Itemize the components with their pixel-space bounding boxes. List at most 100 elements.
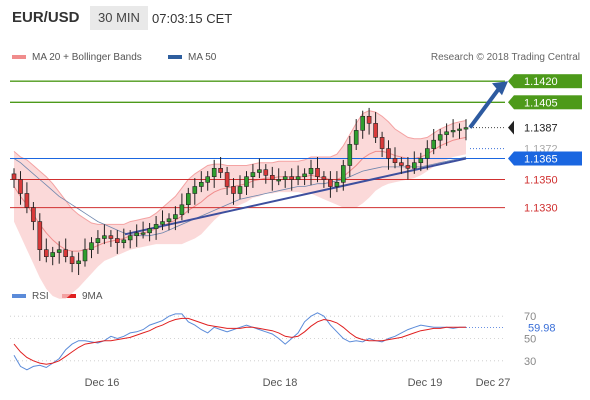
candle-body-0 <box>11 173 17 180</box>
candle-body-11 <box>82 249 88 262</box>
candle-body-25 <box>173 214 178 220</box>
candle-body-58 <box>386 148 391 159</box>
legend-ma50: MA 50 <box>168 52 216 63</box>
rsi-tick-70: 70 <box>524 311 536 323</box>
timestamp: 07:03:15 CET <box>152 11 233 26</box>
candle-body-41 <box>276 179 282 182</box>
price-tag-1-1405: 1.1405 <box>524 97 558 109</box>
candle-body-51 <box>340 165 346 183</box>
candle-body-60 <box>399 162 404 166</box>
price-tag-bg-1-1405 <box>514 95 582 110</box>
candle-body-38 <box>257 169 262 173</box>
candle-body-12 <box>89 242 94 250</box>
candle-body-14 <box>102 235 107 239</box>
candle-body-13 <box>95 238 101 243</box>
rsi-current-value: 59.98 <box>528 322 556 334</box>
candle-body-4 <box>37 221 43 251</box>
candle-body-56 <box>373 123 378 138</box>
candle-body-52 <box>347 144 353 166</box>
price-tag-bg-1-1350 <box>514 172 582 187</box>
rsi-label: RSI <box>32 291 49 302</box>
bollinger-band <box>14 110 466 299</box>
price-tag-bg-1-1420 <box>514 74 582 89</box>
price-tag-pointer-1-1387 <box>508 120 514 135</box>
candle-body-68 <box>450 130 456 133</box>
candle-body-6 <box>50 252 56 257</box>
rsi-line <box>13 312 466 371</box>
candle-body-8 <box>63 249 69 257</box>
x-tick-label-1: Dec 18 <box>263 377 298 389</box>
candle-body-66 <box>437 134 443 141</box>
candle-body-27 <box>186 193 191 205</box>
candle-body-64 <box>424 148 430 159</box>
ma50-swatch <box>168 55 182 60</box>
research-credit: Research © 2018 Trading Central <box>430 52 580 63</box>
candle-body-28 <box>192 186 198 194</box>
candle-body-22 <box>153 224 159 229</box>
candle-body-33 <box>224 172 230 187</box>
ma20-label: MA 20 + Bollinger Bands <box>32 52 142 63</box>
bollinger-upper-line <box>13 110 467 225</box>
candle-body-31 <box>211 168 217 178</box>
candle-body-55 <box>366 116 372 124</box>
candle-body-47 <box>315 168 320 178</box>
candle-body-18 <box>127 235 133 241</box>
price-tag-1-1387: 1.1387 <box>524 123 558 135</box>
ma20-swatch <box>12 55 26 60</box>
candle-body-61 <box>405 165 411 169</box>
price-tag-bg-1-1365 <box>514 151 582 166</box>
candle-body-23 <box>160 221 165 225</box>
candle-body-2 <box>24 193 30 208</box>
candle-body-32 <box>218 168 223 173</box>
price-tag-pointer-1-1420 <box>508 74 514 89</box>
candle-body-15 <box>108 235 114 239</box>
candle-body-48 <box>321 176 327 180</box>
candle-body-36 <box>244 176 249 187</box>
instrument-pair[interactable]: EUR/USD <box>12 9 80 26</box>
candle-body-24 <box>166 218 172 222</box>
candle-body-54 <box>360 116 366 131</box>
candle-body-53 <box>353 130 359 145</box>
candle-body-17 <box>121 239 127 243</box>
candle-body-7 <box>56 249 62 253</box>
candle-body-1 <box>18 179 23 194</box>
legend-9ma: 9MA <box>62 291 103 302</box>
rsi-tick-50: 50 <box>524 334 536 346</box>
candle-body-29 <box>199 182 204 187</box>
x-tick-label-3: Dec 27 <box>476 377 511 389</box>
candle-body-35 <box>237 186 243 194</box>
candle-body-50 <box>334 182 340 187</box>
candle-body-62 <box>411 162 417 169</box>
candle-body-10 <box>76 260 81 264</box>
candle-body-5 <box>43 249 49 257</box>
candle-body-46 <box>308 168 314 175</box>
price-tag-1-1365: 1.1365 <box>524 154 558 166</box>
9ma-swatch <box>62 294 76 299</box>
projection-arrow-head <box>492 81 508 96</box>
price-tag-pointer-1-1365 <box>508 151 514 166</box>
price-tag-bg-1-1387 <box>514 120 582 135</box>
support-trendline <box>124 157 467 236</box>
rsi-swatch <box>12 294 26 299</box>
candle-body-65 <box>431 139 437 149</box>
price-tag-1-1420: 1.1420 <box>524 76 558 88</box>
candle-body-45 <box>302 173 307 177</box>
candle-body-30 <box>205 176 210 183</box>
candle-body-42 <box>282 176 288 180</box>
candle-body-21 <box>147 228 152 234</box>
candle-body-40 <box>269 175 275 180</box>
candle-body-16 <box>115 238 120 243</box>
candle-body-9 <box>69 256 75 265</box>
candle-body-49 <box>328 179 333 187</box>
candle-body-3 <box>31 207 36 222</box>
candle-body-57 <box>379 137 385 149</box>
x-tick-label-2: Dec 19 <box>408 377 443 389</box>
timeframe-selector[interactable]: 30 MIN <box>90 6 148 30</box>
candle-body-39 <box>263 169 269 176</box>
candle-body-20 <box>140 232 146 235</box>
candle-body-63 <box>418 158 424 163</box>
chart-header: EUR/USD 30 MIN 07:03:15 CET <box>0 0 590 36</box>
price-tag-pointer-1-1405 <box>508 95 514 110</box>
candle-body-43 <box>289 176 295 180</box>
